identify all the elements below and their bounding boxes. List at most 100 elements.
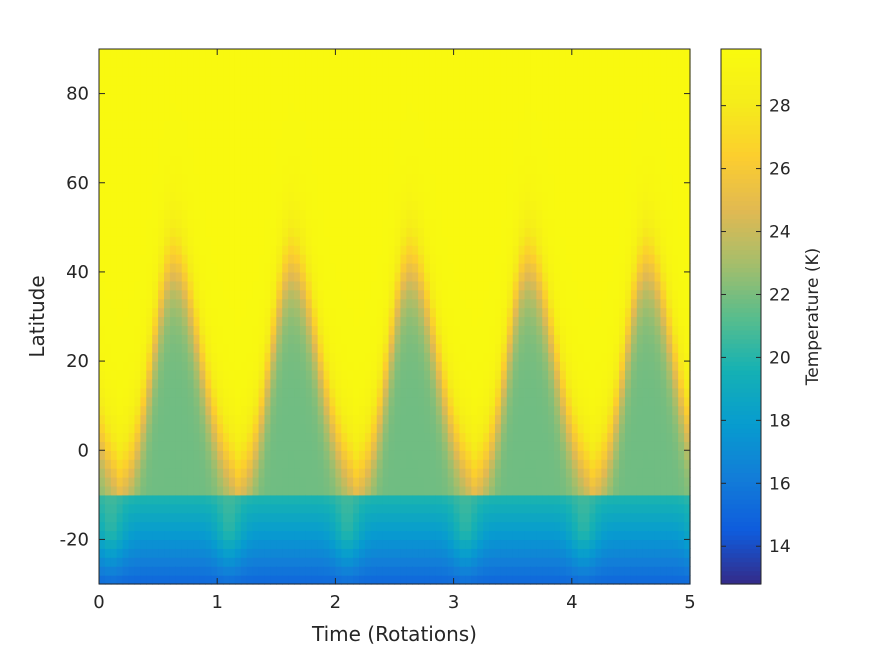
heatmap-cell: [258, 49, 266, 59]
heatmap-cell: [548, 334, 555, 344]
heatmap-cell: [110, 84, 118, 95]
heatmap-cell: [104, 468, 112, 478]
heatmap-cell: [559, 182, 567, 193]
heatmap-cell: [223, 503, 230, 514]
heatmap-cell: [441, 156, 449, 166]
heatmap-cell: [169, 182, 177, 193]
heatmap-cell: [199, 334, 206, 344]
heatmap-cell: [175, 361, 183, 371]
heatmap-cell: [264, 156, 271, 166]
heatmap-cell: [347, 325, 354, 335]
heatmap-cell: [122, 236, 130, 246]
heatmap-cell: [246, 477, 254, 487]
heatmap-cell: [134, 102, 141, 113]
heatmap-cell: [246, 254, 254, 264]
heatmap-cell: [412, 93, 419, 104]
heatmap-cell: [489, 49, 496, 59]
heatmap-cell: [146, 432, 153, 442]
heatmap-cell: [394, 57, 402, 68]
heatmap-cell: [317, 396, 325, 407]
heatmap-cell: [512, 84, 520, 95]
heatmap-cell: [134, 459, 141, 469]
heatmap-cell: [288, 539, 295, 549]
heatmap-cell: [589, 477, 597, 487]
heatmap-cell: [571, 200, 579, 211]
heatmap-cell: [217, 521, 224, 532]
heatmap-cell: [477, 485, 484, 496]
heatmap-cell: [270, 459, 277, 469]
heatmap-cell: [494, 307, 502, 318]
heatmap-cell: [400, 120, 407, 130]
heatmap-cell: [364, 138, 372, 148]
heatmap-cell: [577, 75, 585, 86]
heatmap-cell: [406, 182, 413, 193]
heatmap-cell: [341, 343, 348, 353]
heatmap-cell: [577, 477, 585, 487]
heatmap-cell: [465, 530, 472, 541]
heatmap-cell: [429, 477, 437, 487]
heatmap-cell: [258, 75, 266, 86]
heatmap-cell: [382, 84, 390, 95]
heatmap-cell: [453, 405, 461, 416]
heatmap-cell: [317, 298, 325, 309]
heatmap-cell: [175, 566, 183, 576]
heatmap-cell: [406, 111, 413, 121]
heatmap-cell: [441, 57, 449, 68]
heatmap-cell: [187, 316, 195, 327]
heatmap-cell: [181, 387, 189, 398]
heatmap-cell: [164, 468, 171, 478]
heatmap-cell: [394, 49, 402, 59]
heatmap-cell: [353, 120, 360, 130]
heatmap-cell: [187, 378, 195, 389]
heatmap-cell: [583, 414, 591, 425]
heatmap-cell: [193, 138, 201, 148]
heatmap-cell: [158, 477, 165, 487]
heatmap-cell: [459, 334, 467, 344]
heatmap-cell: [518, 93, 526, 104]
heatmap-cell: [506, 129, 514, 139]
heatmap-cell: [353, 539, 360, 549]
heatmap-cell: [311, 343, 319, 353]
heatmap-cell: [524, 441, 532, 451]
heatmap-cell: [500, 566, 508, 576]
heatmap-cell: [559, 468, 567, 478]
heatmap-cell: [559, 245, 567, 255]
heatmap-cell: [264, 316, 271, 327]
heatmap-cell: [583, 111, 591, 121]
heatmap-cell: [116, 102, 124, 113]
heatmap-cell: [347, 566, 354, 576]
heatmap-cell: [441, 477, 449, 487]
heatmap-cell: [134, 245, 141, 255]
heatmap-cell: [453, 49, 461, 59]
heatmap-cell: [477, 298, 484, 309]
heatmap-cell: [418, 494, 425, 505]
heatmap-cell: [146, 423, 153, 434]
heatmap-cell: [447, 191, 455, 202]
heatmap-cell: [258, 548, 266, 558]
heatmap-cell: [583, 209, 591, 220]
heatmap-cell: [382, 49, 390, 59]
heatmap-cell: [435, 575, 443, 585]
heatmap-cell: [329, 49, 336, 59]
heatmap-cell: [187, 512, 195, 523]
heatmap-cell: [429, 566, 437, 576]
heatmap-cell: [459, 147, 467, 157]
heatmap-cell: [229, 414, 236, 425]
heatmap-cell: [424, 66, 431, 77]
heatmap-cell: [500, 307, 508, 318]
heatmap-cell: [577, 459, 585, 469]
heatmap-cell: [317, 512, 325, 523]
heatmap-cell: [270, 441, 277, 451]
heatmap-cell: [175, 263, 183, 273]
heatmap-cell: [264, 557, 271, 567]
heatmap-cell: [524, 102, 532, 113]
heatmap-cell: [229, 494, 236, 505]
heatmap-cell: [477, 468, 484, 478]
heatmap-cell: [429, 503, 437, 514]
heatmap-cell: [530, 539, 537, 549]
heatmap-cell: [506, 200, 514, 211]
heatmap-cell: [512, 405, 520, 416]
heatmap-cell: [205, 566, 212, 576]
heatmap-cell: [500, 245, 508, 255]
heatmap-cell: [252, 361, 260, 371]
